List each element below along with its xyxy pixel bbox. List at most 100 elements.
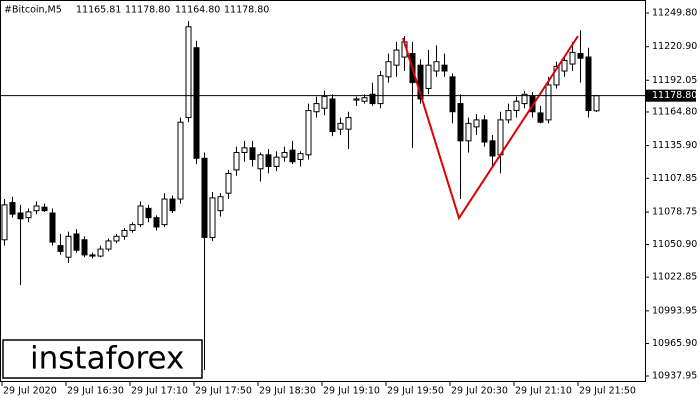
candle-body [329, 98, 336, 133]
candle-body [9, 202, 16, 215]
candle-body [505, 110, 512, 121]
double-top-pattern [402, 35, 579, 221]
candle-body [97, 248, 104, 257]
y-tick-label: 11078.75 [652, 207, 697, 218]
candle-body [41, 206, 48, 212]
candle-body [185, 26, 192, 119]
candle-body [481, 119, 488, 143]
candle-body [337, 122, 344, 130]
candle-body [561, 60, 568, 72]
candle-body [585, 56, 592, 112]
candle-body [233, 151, 240, 171]
y-tick-label: 11022.85 [652, 272, 697, 283]
candle-body [441, 64, 448, 72]
candle-body [353, 98, 360, 101]
candle-body [177, 121, 184, 200]
header-close: 11178.80 [224, 5, 269, 16]
candle-body [81, 239, 88, 256]
candle-body [281, 151, 288, 158]
x-tick-label: 29 Jul 17:50 [195, 386, 252, 397]
x-tick-label: 29 Jul 21:10 [515, 386, 572, 397]
header: #Bitcoin,M5 11165.81 11178.80 11164.80 1… [4, 5, 269, 16]
candle-body [433, 61, 440, 72]
candle-body [537, 112, 544, 123]
candle-body [257, 154, 264, 170]
candle-body [425, 64, 432, 89]
x-tick-label: 29 Jul 17:10 [131, 386, 188, 397]
candle-body [145, 207, 152, 219]
candle-body [393, 49, 400, 66]
candle-body [369, 93, 376, 105]
candle-body [361, 97, 368, 102]
plot-frame [0, 0, 646, 382]
candle-body [57, 245, 64, 252]
candle-body [113, 235, 120, 242]
candle-body [289, 149, 296, 163]
last-price-box [646, 89, 696, 102]
y-tick-label: 11192.05 [652, 75, 697, 86]
candle-body [225, 172, 232, 194]
candle-body [513, 100, 520, 112]
y-tick-label: 11050.90 [652, 239, 697, 250]
candle-body [129, 224, 136, 231]
candle-body [489, 140, 496, 157]
header-low: 11164.80 [175, 5, 220, 16]
candle-body [417, 64, 424, 100]
candle-body [265, 154, 272, 167]
candle-body [201, 157, 208, 238]
candle-body [553, 65, 560, 86]
y-tick-label: 10965.90 [652, 338, 697, 349]
header-high: 11178.80 [125, 5, 170, 16]
candle-body [49, 212, 56, 243]
candle-body [377, 75, 384, 105]
x-tick-label: 29 Jul 18:30 [259, 386, 316, 397]
candle-body [209, 197, 216, 238]
candle-body [313, 103, 320, 113]
y-tick-label: 11107.85 [652, 173, 697, 184]
candle-body [105, 240, 112, 250]
candle-body [345, 117, 352, 130]
candle-body [241, 147, 248, 153]
candle-body [249, 147, 256, 160]
x-tick-label: 29 Jul 20:30 [451, 386, 508, 397]
candle-body [305, 110, 312, 156]
candle-body [577, 53, 584, 59]
candle-body [569, 51, 576, 65]
watermark-box [2, 339, 203, 379]
candle-body [1, 204, 8, 241]
candle-body [33, 205, 40, 212]
y-tick-label: 11220.90 [652, 41, 697, 52]
candle-body [545, 84, 552, 121]
x-tick-label: 29 Jul 19:10 [323, 386, 380, 397]
candle-body [17, 212, 24, 220]
x-tick-label: 29 Jul 16:30 [67, 386, 124, 397]
candle-body [385, 61, 392, 78]
candle-body [153, 217, 160, 228]
candle-body [449, 76, 456, 113]
candle-body [321, 96, 328, 109]
candle-body [521, 93, 528, 105]
candle-body [65, 235, 72, 258]
watermark: instaforex [30, 341, 184, 377]
candle-body [297, 153, 304, 160]
header-open: 11165.81 [76, 5, 121, 16]
y-tick-label: 11135.90 [652, 140, 697, 151]
symbol: #Bitcoin,M5 [4, 5, 62, 16]
candle-body [465, 122, 472, 142]
candle-body [473, 119, 480, 128]
y-tick-label: 10993.95 [652, 305, 697, 316]
candle-body [25, 211, 32, 219]
candle-body [89, 254, 96, 257]
candle-body [137, 205, 144, 226]
candle-body [161, 198, 168, 226]
candle-body [593, 95, 600, 112]
last-price-label: 11178.80 [652, 90, 697, 101]
candle-body [193, 47, 200, 159]
candle-body [73, 233, 80, 251]
candle-body [217, 196, 224, 212]
y-tick-label: 11164.80 [652, 106, 697, 117]
x-tick-label: 29 Jul 19:50 [387, 386, 444, 397]
candle-body [169, 198, 176, 212]
y-tick-label: 11249.80 [652, 8, 697, 19]
